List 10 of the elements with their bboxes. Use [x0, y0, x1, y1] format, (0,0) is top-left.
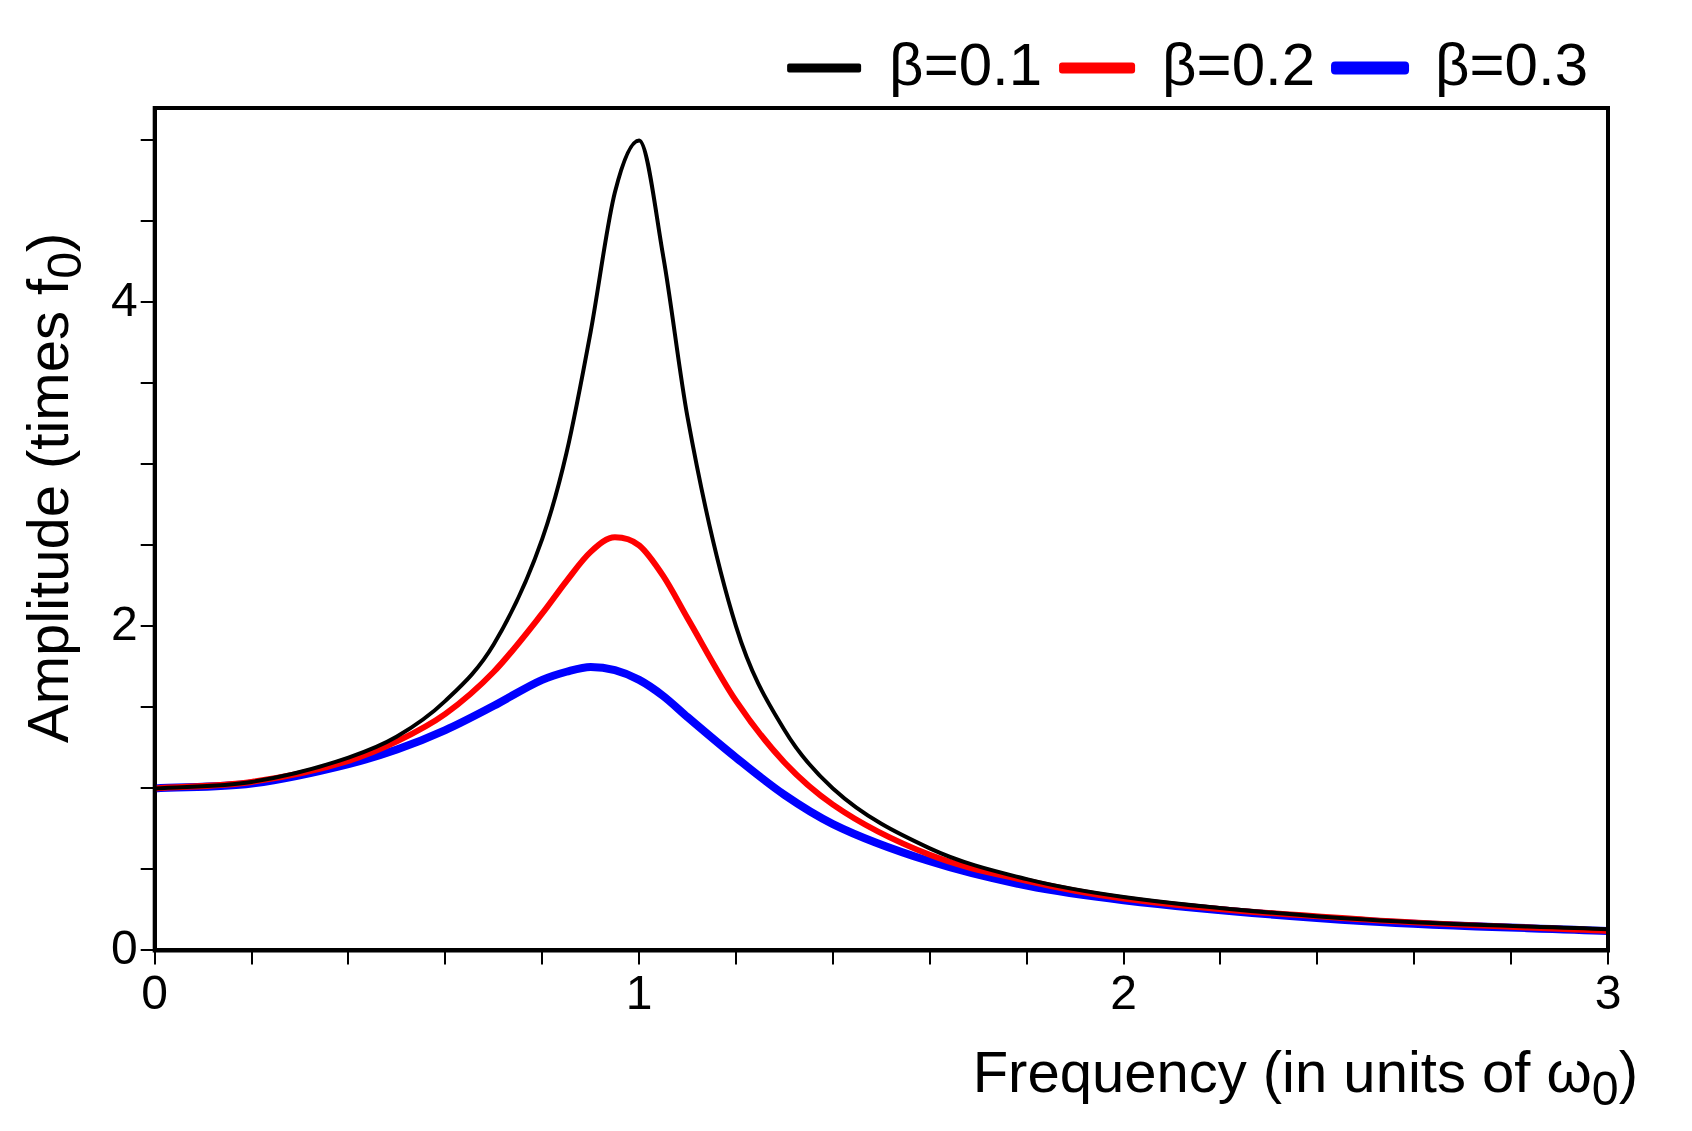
x-tick-label: 3: [1594, 966, 1622, 1020]
legend-label: β=0.1: [889, 30, 1043, 98]
x-axis-title: Frequency (in units of ω$_{0}$): [972, 1038, 1638, 1116]
x-tick-label: 2: [1110, 966, 1137, 1020]
legend-label: β=0.3: [1435, 30, 1589, 98]
y-tick-label: 4: [110, 272, 138, 326]
y-tick-label: 0: [110, 920, 138, 974]
x-tick-label: 1: [625, 966, 653, 1020]
y-tick-label: 2: [110, 596, 138, 650]
legend-label: β=0.2: [1162, 30, 1316, 98]
